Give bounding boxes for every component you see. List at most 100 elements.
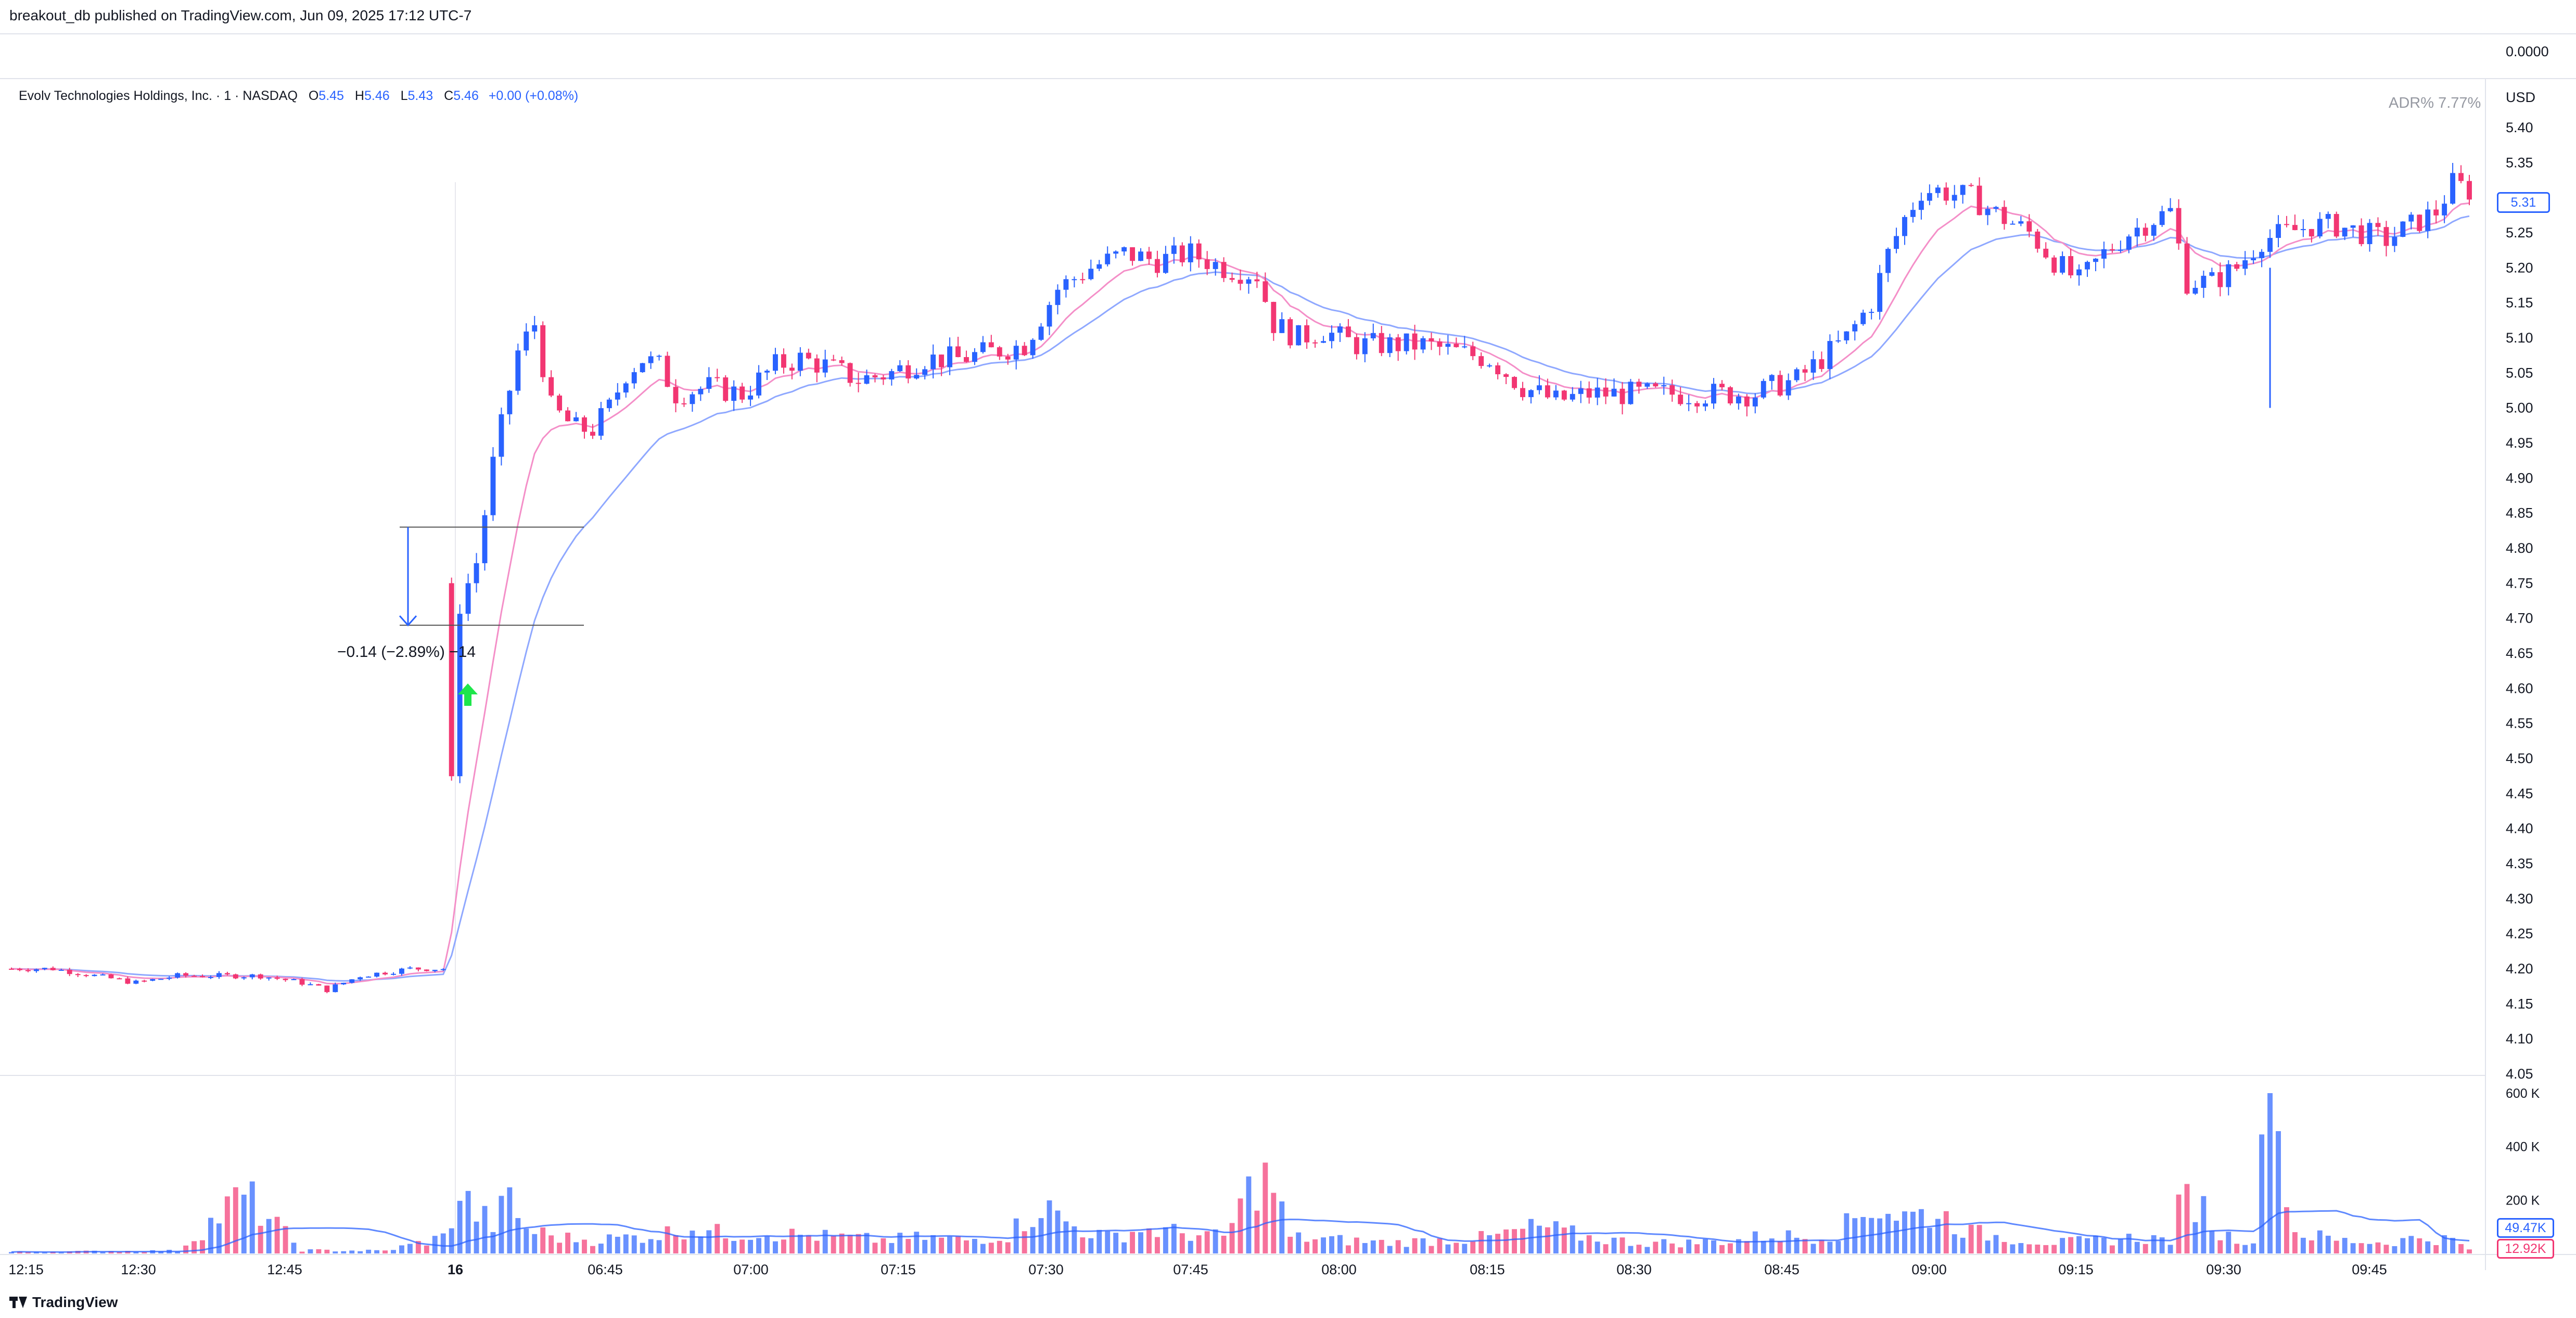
candle-body — [158, 979, 164, 980]
volume-bar — [1628, 1246, 1634, 1253]
volume-bar — [274, 1216, 280, 1253]
candle-body — [972, 352, 977, 362]
volume-bar — [158, 1251, 164, 1253]
measure-tool[interactable] — [399, 526, 584, 627]
volume-bar — [723, 1238, 729, 1253]
open-value: 5.45 — [318, 88, 344, 103]
volume-bar — [540, 1227, 546, 1253]
price-chart[interactable]: 0.0000 USD 5.405.355.305.255.205.155.105… — [0, 0, 2576, 1286]
candle-body — [1337, 326, 1343, 333]
symbol-name[interactable]: Evolv Technologies Holdings, Inc. · 1 · … — [19, 88, 298, 103]
volume-bar — [1395, 1240, 1401, 1253]
volume-bar — [1644, 1247, 1650, 1253]
candle-body — [947, 346, 952, 367]
volume-bar — [1711, 1240, 1716, 1253]
price-tick-label: 4.75 — [2506, 575, 2533, 591]
candle-body — [1935, 187, 1941, 193]
candle-body — [1545, 385, 1550, 398]
volume-bar — [1080, 1237, 1086, 1253]
candle-body — [930, 354, 936, 370]
candle-body — [1777, 375, 1783, 396]
volume-bar — [1611, 1237, 1617, 1253]
volume-bar — [864, 1233, 870, 1253]
volume-bar — [2433, 1245, 2439, 1253]
volume-bar — [2001, 1241, 2007, 1253]
candle-body — [1810, 359, 1816, 373]
volume-bar — [2251, 1243, 2256, 1253]
volume-bar — [2018, 1243, 2024, 1253]
time-axis[interactable]: 12:15 12:30 12:45 16 06:45 07:00 07:15 07:30 07:… — [8, 1262, 2387, 1277]
volume-bar — [2458, 1244, 2464, 1253]
price-tick-label: 4.10 — [2506, 1031, 2533, 1047]
volume-bar — [2010, 1244, 2016, 1253]
candle-body — [2068, 256, 2074, 275]
candle-body — [2085, 262, 2090, 270]
candle-body — [839, 360, 845, 363]
volume-bar — [1520, 1228, 1525, 1253]
volume-bar — [2242, 1245, 2248, 1253]
candle-body — [333, 984, 338, 992]
price-axis[interactable]: 5.405.355.305.255.205.155.105.055.004.95… — [2506, 120, 2533, 1082]
volume-bar — [2060, 1238, 2065, 1253]
candle-body — [1304, 325, 1310, 343]
volume-bar — [1703, 1239, 1708, 1253]
volume-bar — [1321, 1237, 1327, 1253]
candle-body — [291, 979, 297, 980]
candle-body — [1885, 249, 1891, 273]
volume-bar — [283, 1226, 288, 1253]
volume-bar — [1478, 1231, 1484, 1253]
volume-bar — [333, 1251, 338, 1253]
candle-body — [640, 363, 645, 372]
volume-ma-line — [11, 1210, 2470, 1253]
candle-body — [1553, 390, 1559, 398]
volume-bar — [1113, 1233, 1119, 1253]
candle-body — [573, 417, 579, 422]
volume-bar — [100, 1252, 106, 1253]
candle-body — [980, 342, 986, 352]
candle-body — [391, 973, 396, 975]
price-tick-label: 4.95 — [2506, 435, 2533, 451]
volume-bar — [2118, 1239, 2123, 1253]
candle-body — [565, 410, 571, 422]
candle-body — [1869, 312, 1874, 313]
symbol-legend[interactable]: Evolv Technologies Holdings, Inc. · 1 · … — [19, 88, 578, 104]
volume-bar — [1586, 1235, 1592, 1253]
candle-body — [2234, 264, 2240, 269]
candle-body — [1038, 326, 1044, 340]
volume-bar — [1404, 1247, 1409, 1253]
candle-body — [1188, 243, 1193, 262]
candle-body — [2367, 223, 2373, 244]
candle-body — [9, 969, 14, 970]
candle-body — [623, 383, 629, 393]
volume-bar — [2159, 1237, 2165, 1253]
candle-body — [1960, 185, 1966, 195]
volume-bar — [424, 1245, 429, 1253]
ma-slow-line — [11, 215, 2470, 982]
volume-bar — [1130, 1232, 1136, 1253]
candle-body — [1653, 383, 1659, 387]
volume-bar — [515, 1218, 521, 1253]
candle-body — [1047, 305, 1052, 327]
volume-bar — [1810, 1244, 1816, 1253]
volume-bar — [1163, 1227, 1168, 1253]
volume-bar — [2342, 1238, 2348, 1253]
candle-body — [2442, 204, 2447, 216]
candle-body — [1420, 338, 1426, 350]
candle-body — [1860, 312, 1866, 324]
volume-bar — [1860, 1216, 1866, 1253]
volume-bar — [856, 1234, 861, 1253]
high-label: H — [354, 88, 364, 103]
candle-body — [374, 972, 380, 977]
candle-body — [1644, 383, 1650, 387]
price-tick-label: 4.30 — [2506, 891, 2533, 906]
volume-bar — [1935, 1219, 1941, 1253]
candle-body — [100, 974, 106, 975]
tradingview-logo[interactable]: TradingView — [9, 1294, 118, 1311]
candle-body — [2317, 219, 2323, 237]
candle-body — [167, 978, 172, 979]
candle-body — [1246, 279, 1252, 284]
time-tick-label: 07:30 — [1028, 1262, 1064, 1277]
price-tick-label: 4.05 — [2506, 1066, 2533, 1082]
candle-body — [1154, 259, 1160, 273]
volume-bar — [308, 1249, 313, 1253]
